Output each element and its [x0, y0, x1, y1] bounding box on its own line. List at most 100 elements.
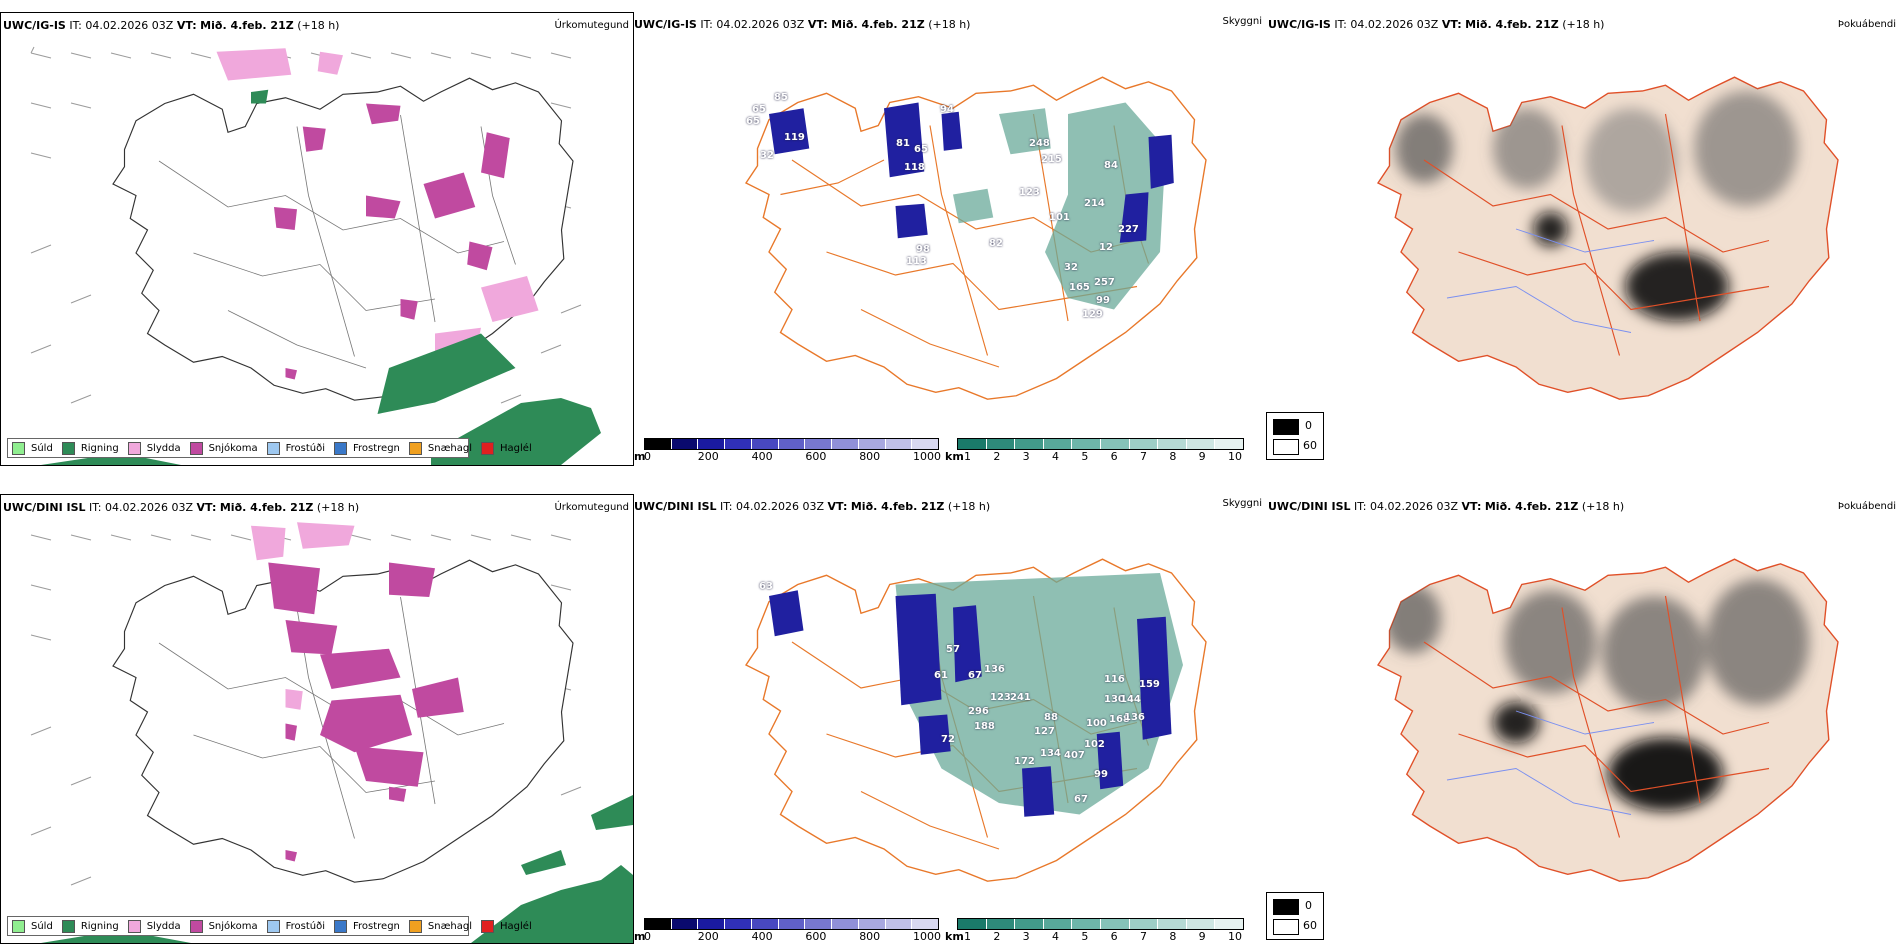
colorbar-tick-label: 400 [751, 450, 773, 463]
colorbar-tick-label: 2 [993, 930, 1001, 943]
colorbar-tick-label: 3 [1022, 450, 1030, 463]
colorbar-segment [912, 439, 939, 449]
visibility-value-label: 215 [1041, 154, 1062, 165]
visibility-value-label: 241 [1010, 692, 1031, 703]
colorbar-segment [1215, 439, 1243, 449]
lead-time: (+18 h) [1562, 18, 1605, 31]
colorbar-tick-label: 9 [1198, 450, 1206, 463]
vt-value: Mið. 4.feb. 21Z [850, 500, 945, 513]
legend-item-sudld: Súld [12, 441, 53, 455]
visibility-value-label: 101 [1049, 212, 1070, 223]
legend-label: Snæhagl [427, 442, 473, 454]
visibility-value-label: 99 [1094, 769, 1108, 780]
visibility-colorbar [957, 438, 1244, 450]
model-name: UWC/IG-IS [1268, 18, 1331, 31]
precip-header: UWC/IG-IS IT: 04.02.2026 03Z VT: Mið. 4.… [3, 19, 339, 32]
cloud-base-unit: m [634, 450, 646, 463]
legend-item-snjokoma: Snjókoma [189, 441, 258, 455]
precip-map-ig-is [30, 46, 601, 465]
visibility-value-label: 188 [974, 721, 995, 732]
colorbar-tick-label: 2 [993, 450, 1001, 463]
visibility-unit: km [945, 450, 964, 463]
colorbar-segment [832, 919, 859, 929]
colorbar-segment [805, 919, 833, 929]
legend-label: Súld [31, 920, 53, 932]
colorbar-segment [671, 919, 699, 929]
colorbar-tick-label: 9 [1198, 930, 1206, 943]
legend-swatch [12, 919, 25, 933]
visibility-value-label: 72 [941, 734, 955, 745]
legend-item-slydda: Slydda [127, 919, 181, 933]
colorbar-segment [1186, 439, 1216, 449]
visibility-value-label: 100 [1086, 718, 1107, 729]
legend-item-rigning: Rigning [61, 919, 119, 933]
visibility-value-label: 123 [990, 692, 1011, 703]
colorbar-tick-label: 5 [1081, 450, 1089, 463]
fog-legend-label-0: 0 [1305, 899, 1312, 912]
vt-label: VT: [807, 18, 828, 31]
colorbar-segment [725, 439, 752, 449]
colorbar-segment [698, 439, 726, 449]
visibility-value-label: 88 [1044, 712, 1058, 723]
precip-map-dini [30, 522, 633, 943]
legend-item-snaehagl: Snæhagl [408, 919, 473, 933]
legend-swatch [61, 441, 75, 455]
it-value: 04.02.2026 03Z [716, 18, 805, 31]
visibility-value-label: 127 [1034, 726, 1055, 737]
colorbar-segment [645, 919, 672, 929]
cloud-base-colorbar [644, 918, 939, 930]
visibility-panel-title: Skyggni [1222, 16, 1262, 27]
fog-header: UWC/IG-IS IT: 04.02.2026 03Z VT: Mið. 4.… [1268, 18, 1604, 31]
visibility-map-panel-dini: UWC/DINI ISL IT: 04.02.2026 03Z VT: Mið.… [634, 494, 1264, 914]
colorbar-tick-label: 10 [1228, 930, 1242, 943]
legend-label: Slydda [146, 442, 181, 454]
legend-item-snaehagl: Snæhagl [408, 441, 473, 455]
visibility-map-ig-is [744, 76, 1207, 400]
visibility-value-label: 65 [914, 144, 928, 155]
legend-label: Haglél [500, 442, 532, 454]
colorbar-tick-label: 1 [964, 930, 971, 943]
colorbar-segment [725, 919, 752, 929]
fog-map-dini [1376, 558, 1839, 882]
colorbar-segment [986, 439, 1016, 449]
legend-item-snjokoma: Snjókoma [189, 919, 258, 933]
precip-legend: Súld Rigning Slydda Snjókoma Frostúði Fr… [7, 438, 532, 458]
visibility-value-label: 84 [1104, 160, 1118, 171]
legend-item-sudld: Súld [12, 919, 53, 933]
colorbar-tick-label: 6 [1110, 930, 1118, 943]
legend-swatch [334, 919, 347, 933]
colorbars-row-2: m 0 200 400 600 800 1000 km 1 2 3 4 5 6 7 8 9 10 0 60 [0, 892, 1900, 950]
legend-swatch [408, 919, 422, 933]
legend-swatch [189, 441, 203, 455]
legend-label: Snæhagl [427, 920, 473, 932]
model-name: UWC/DINI ISL [1268, 500, 1351, 513]
visibility-value-label: 257 [1094, 277, 1115, 288]
colorbar-segment [1015, 439, 1044, 449]
visibility-value-label: 82 [989, 238, 1003, 249]
legend-label: Haglél [500, 920, 532, 932]
colorbar-tick-label: 7 [1140, 450, 1147, 463]
colorbar-tick-label: 200 [697, 930, 719, 943]
visibility-value-label: 168 [1109, 714, 1130, 725]
colorbar-tick-label: 10 [1228, 450, 1242, 463]
visibility-value-label: 113 [906, 256, 927, 267]
legend-swatch [481, 441, 495, 455]
model-name: UWC/IG-IS [3, 19, 66, 32]
colorbar-tick-label: 7 [1140, 930, 1147, 943]
visibility-value-label: 98 [916, 244, 930, 255]
visibility-map-panel-ig-is: UWC/IG-IS IT: 04.02.2026 03Z VT: Mið. 4.… [634, 12, 1264, 464]
visibility-value-label: 123 [1019, 187, 1040, 198]
visibility-panel-title: Skyggni [1222, 498, 1262, 509]
fog-legend-swatch-0 [1273, 899, 1299, 915]
vt-label: VT: [1461, 500, 1482, 513]
legend-swatch [127, 919, 141, 933]
colorbar-segment [885, 439, 913, 449]
visibility-value-label: 67 [1074, 794, 1088, 805]
colorbar-segment [671, 439, 699, 449]
legend-label: Rigning [80, 442, 119, 454]
legend-label: Snjókoma [208, 442, 258, 454]
precip-legend: Súld Rigning Slydda Snjókoma Frostúði Fr… [7, 916, 532, 936]
colorbar-tick-label: 4 [1052, 450, 1059, 463]
it-value: 04.02.2026 03Z [105, 501, 194, 514]
visibility-header: UWC/DINI ISL IT: 04.02.2026 03Z VT: Mið.… [634, 500, 990, 513]
